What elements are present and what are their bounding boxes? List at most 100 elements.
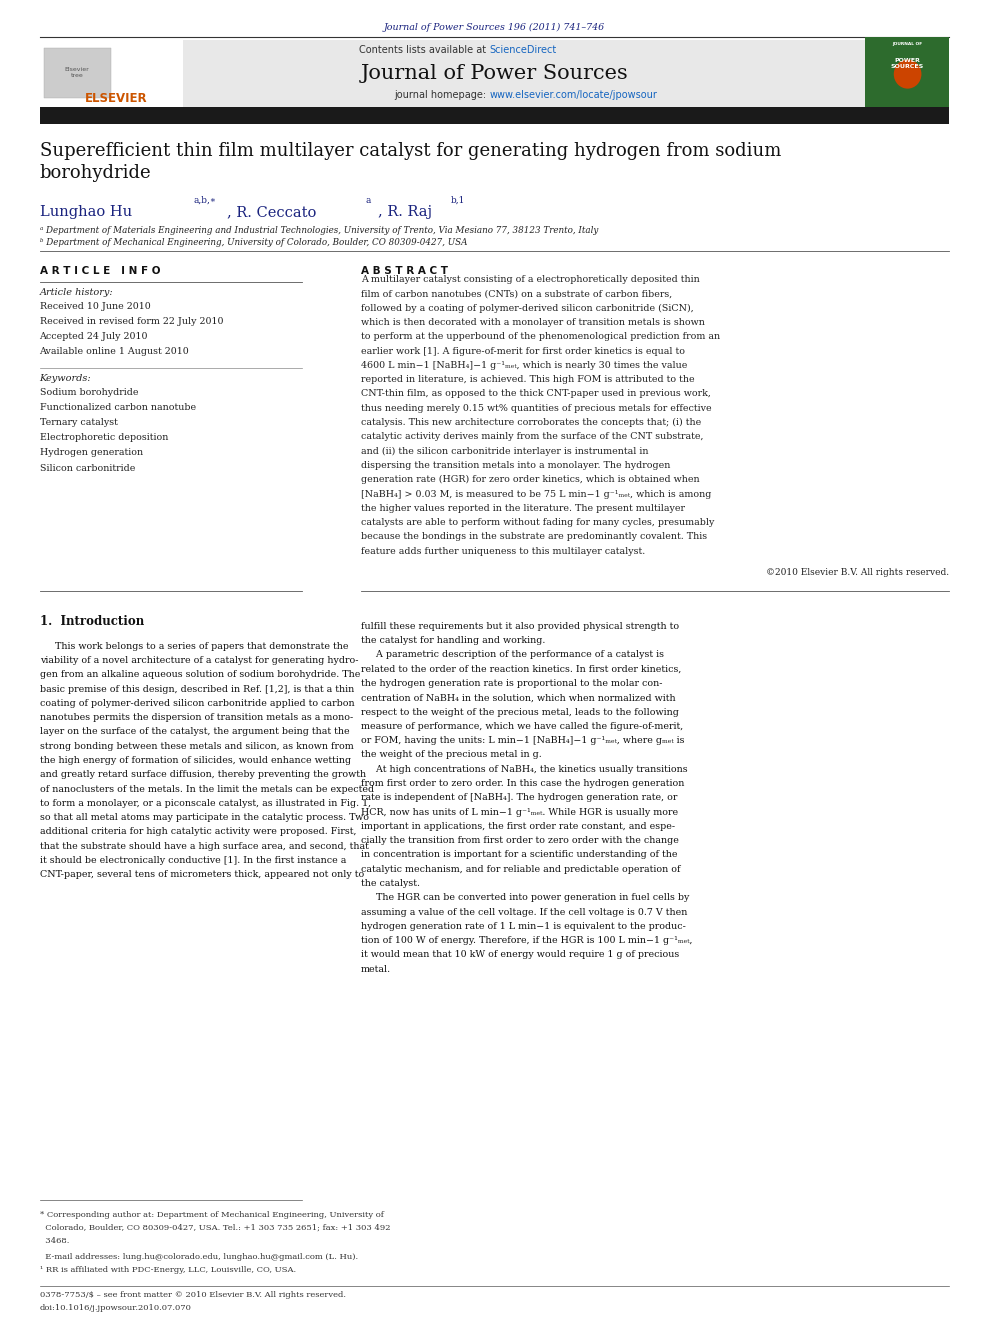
Text: Colorado, Boulder, CO 80309-0427, USA. Tel.: +1 303 735 2651; fax: +1 303 492: Colorado, Boulder, CO 80309-0427, USA. T…: [40, 1224, 390, 1232]
Text: in concentration is important for a scientific understanding of the: in concentration is important for a scie…: [361, 851, 678, 860]
Text: cially the transition from first order to zero order with the change: cially the transition from first order t…: [361, 836, 679, 845]
Text: because the bondings in the substrate are predominantly covalent. This: because the bondings in the substrate ar…: [361, 532, 707, 541]
Text: and greatly retard surface diffusion, thereby preventing the growth: and greatly retard surface diffusion, th…: [40, 770, 366, 779]
Text: assuming a value of the cell voltage. If the cell voltage is 0.7 V then: assuming a value of the cell voltage. If…: [361, 908, 687, 917]
Text: film of carbon nanotubes (CNTs) on a substrate of carbon fibers,: film of carbon nanotubes (CNTs) on a sub…: [361, 290, 673, 299]
Text: basic premise of this design, described in Ref. [1,2], is that a thin: basic premise of this design, described …: [40, 684, 354, 693]
Text: 0378-7753/$ – see front matter © 2010 Elsevier B.V. All rights reserved.: 0378-7753/$ – see front matter © 2010 El…: [40, 1291, 345, 1299]
Text: JOURNAL OF: JOURNAL OF: [893, 42, 923, 46]
Text: additional criteria for high catalytic activity were proposed. First,: additional criteria for high catalytic a…: [40, 827, 356, 836]
Text: Keywords:: Keywords:: [40, 374, 91, 384]
Text: the catalyst.: the catalyst.: [361, 878, 420, 888]
FancyBboxPatch shape: [40, 40, 183, 108]
Text: generation rate (HGR) for zero order kinetics, which is obtained when: generation rate (HGR) for zero order kin…: [361, 475, 699, 484]
Text: it would mean that 10 kW of energy would require 1 g of precious: it would mean that 10 kW of energy would…: [361, 950, 680, 959]
Text: fulfill these requirements but it also provided physical strength to: fulfill these requirements but it also p…: [361, 622, 679, 631]
Text: a: a: [366, 196, 371, 205]
Text: coating of polymer-derived silicon carbonitride applied to carbon: coating of polymer-derived silicon carbo…: [40, 699, 354, 708]
Text: Journal of Power Sources 196 (2011) 741–746: Journal of Power Sources 196 (2011) 741–…: [384, 22, 605, 32]
Text: or FOM, having the units: L min−1 [NaBH₄]−1 g⁻¹ₘₑₜ, where gₘₑₜ is: or FOM, having the units: L min−1 [NaBH₄…: [361, 736, 684, 745]
Text: the higher values reported in the literature. The present multilayer: the higher values reported in the litera…: [361, 504, 684, 513]
Text: the catalyst for handling and working.: the catalyst for handling and working.: [361, 636, 546, 646]
Text: Electrophoretic deposition: Electrophoretic deposition: [40, 434, 168, 442]
Text: 4600 L min−1 [NaBH₄]−1 g⁻¹ₘₑₜ, which is nearly 30 times the value: 4600 L min−1 [NaBH₄]−1 g⁻¹ₘₑₜ, which is …: [361, 361, 687, 370]
Text: CNT-paper, several tens of micrometers thick, appeared not only to: CNT-paper, several tens of micrometers t…: [40, 871, 364, 880]
Text: strong bonding between these metals and silicon, as known from: strong bonding between these metals and …: [40, 742, 353, 750]
Text: centration of NaBH₄ in the solution, which when normalized with: centration of NaBH₄ in the solution, whi…: [361, 693, 676, 703]
Text: gen from an alkaline aqueous solution of sodium borohydride. The: gen from an alkaline aqueous solution of…: [40, 671, 360, 679]
Text: Silicon carbonitride: Silicon carbonitride: [40, 464, 135, 472]
FancyBboxPatch shape: [865, 37, 949, 110]
Text: , R. Raj: , R. Raj: [378, 205, 432, 220]
Text: metal.: metal.: [361, 964, 391, 974]
Text: feature adds further uniqueness to this multilayer catalyst.: feature adds further uniqueness to this …: [361, 546, 645, 556]
FancyBboxPatch shape: [40, 107, 949, 124]
Text: the high energy of formation of silicides, would enhance wetting: the high energy of formation of silicide…: [40, 755, 350, 765]
Text: catalytic activity derives mainly from the surface of the CNT substrate,: catalytic activity derives mainly from t…: [361, 433, 703, 442]
Text: catalytic mechanism, and for reliable and predictable operation of: catalytic mechanism, and for reliable an…: [361, 865, 681, 873]
Text: Journal of Power Sources: Journal of Power Sources: [360, 64, 628, 82]
Text: POWER
SOURCES: POWER SOURCES: [891, 58, 925, 69]
Text: At high concentrations of NaBH₄, the kinetics usually transitions: At high concentrations of NaBH₄, the kin…: [361, 765, 687, 774]
Text: viability of a novel architecture of a catalyst for generating hydro-: viability of a novel architecture of a c…: [40, 656, 358, 665]
Text: from first order to zero order. In this case the hydrogen generation: from first order to zero order. In this …: [361, 779, 684, 789]
Text: ᵇ Department of Mechanical Engineering, University of Colorado, Boulder, CO 8030: ᵇ Department of Mechanical Engineering, …: [40, 238, 467, 247]
Text: which is then decorated with a monolayer of transition metals is shown: which is then decorated with a monolayer…: [361, 318, 704, 327]
Text: dispersing the transition metals into a monolayer. The hydrogen: dispersing the transition metals into a …: [361, 460, 671, 470]
Text: Functionalized carbon nanotube: Functionalized carbon nanotube: [40, 402, 195, 411]
Ellipse shape: [894, 60, 922, 89]
Text: 3468.: 3468.: [40, 1237, 68, 1245]
Text: and (ii) the silicon carbonitride interlayer is instrumental in: and (ii) the silicon carbonitride interl…: [361, 447, 649, 455]
Text: important in applications, the first order rate constant, and espe-: important in applications, the first ord…: [361, 822, 675, 831]
Text: ᵃ Department of Materials Engineering and Industrial Technologies, University of: ᵃ Department of Materials Engineering an…: [40, 226, 598, 235]
Text: This work belongs to a series of papers that demonstrate the: This work belongs to a series of papers …: [40, 642, 348, 651]
Text: the hydrogen generation rate is proportional to the molar con-: the hydrogen generation rate is proporti…: [361, 679, 663, 688]
Text: Superefficient thin film multilayer catalyst for generating hydrogen from sodium: Superefficient thin film multilayer cata…: [40, 142, 781, 181]
Text: rate is independent of [NaBH₄]. The hydrogen generation rate, or: rate is independent of [NaBH₄]. The hydr…: [361, 794, 678, 802]
Text: measure of performance, which we have called the figure-of-merit,: measure of performance, which we have ca…: [361, 722, 683, 730]
Text: nanotubes permits the dispersion of transition metals as a mono-: nanotubes permits the dispersion of tran…: [40, 713, 353, 722]
FancyBboxPatch shape: [40, 40, 949, 108]
Text: journal homepage:: journal homepage:: [394, 90, 489, 101]
Text: Hydrogen generation: Hydrogen generation: [40, 448, 143, 458]
Text: to form a monolayer, or a piconscale catalyst, as illustrated in Fig. 1,: to form a monolayer, or a piconscale cat…: [40, 799, 371, 808]
FancyBboxPatch shape: [44, 48, 111, 98]
Text: The HGR can be converted into power generation in fuel cells by: The HGR can be converted into power gene…: [361, 893, 689, 902]
Text: 1.  Introduction: 1. Introduction: [40, 615, 144, 628]
Text: Accepted 24 July 2010: Accepted 24 July 2010: [40, 332, 148, 341]
Text: A parametric description of the performance of a catalyst is: A parametric description of the performa…: [361, 651, 664, 659]
Text: Received 10 June 2010: Received 10 June 2010: [40, 302, 151, 311]
Text: [NaBH₄] > 0.03 M, is measured to be 75 L min−1 g⁻¹ₘₑₜ, which is among: [NaBH₄] > 0.03 M, is measured to be 75 L…: [361, 490, 711, 499]
Text: Contents lists available at: Contents lists available at: [359, 45, 489, 56]
Text: , R. Ceccato: , R. Ceccato: [227, 205, 316, 220]
Text: A B S T R A C T: A B S T R A C T: [361, 266, 447, 277]
Text: Sodium borohydride: Sodium borohydride: [40, 388, 138, 397]
Text: it should be electronically conductive [1]. In the first instance a: it should be electronically conductive […: [40, 856, 346, 865]
Text: of nanoclusters of the metals. In the limit the metals can be expected: of nanoclusters of the metals. In the li…: [40, 785, 374, 794]
Text: thus needing merely 0.15 wt% quantities of precious metals for effective: thus needing merely 0.15 wt% quantities …: [361, 404, 711, 413]
Text: that the substrate should have a high surface area, and second, that: that the substrate should have a high su…: [40, 841, 368, 851]
Text: A multilayer catalyst consisting of a electrophoretically deposited thin: A multilayer catalyst consisting of a el…: [361, 275, 699, 284]
Text: www.elsevier.com/locate/jpowsour: www.elsevier.com/locate/jpowsour: [489, 90, 658, 101]
Text: respect to the weight of the precious metal, leads to the following: respect to the weight of the precious me…: [361, 708, 679, 717]
Text: the weight of the precious metal in g.: the weight of the precious metal in g.: [361, 750, 542, 759]
Text: earlier work [1]. A figure-of-merit for first order kinetics is equal to: earlier work [1]. A figure-of-merit for …: [361, 347, 684, 356]
Text: * Corresponding author at: Department of Mechanical Engineering, University of: * Corresponding author at: Department of…: [40, 1211, 384, 1218]
Text: A R T I C L E   I N F O: A R T I C L E I N F O: [40, 266, 160, 277]
Text: reported in literature, is achieved. This high FOM is attributed to the: reported in literature, is achieved. Thi…: [361, 376, 694, 384]
Text: doi:10.1016/j.jpowsour.2010.07.070: doi:10.1016/j.jpowsour.2010.07.070: [40, 1304, 191, 1312]
Text: related to the order of the reaction kinetics. In first order kinetics,: related to the order of the reaction kin…: [361, 664, 682, 673]
Text: ScienceDirect: ScienceDirect: [489, 45, 557, 56]
Text: Article history:: Article history:: [40, 288, 113, 298]
Text: Elsevier
tree: Elsevier tree: [64, 67, 89, 78]
Text: ELSEVIER: ELSEVIER: [85, 91, 148, 105]
Text: followed by a coating of polymer-derived silicon carbonitride (SiCN),: followed by a coating of polymer-derived…: [361, 304, 693, 312]
Text: a,b,∗: a,b,∗: [193, 196, 217, 205]
Text: b,1: b,1: [450, 196, 465, 205]
Text: ¹ RR is affiliated with PDC-Energy, LLC, Louisville, CO, USA.: ¹ RR is affiliated with PDC-Energy, LLC,…: [40, 1266, 296, 1274]
Text: so that all metal atoms may participate in the catalytic process. Two: so that all metal atoms may participate …: [40, 814, 369, 822]
Text: ©2010 Elsevier B.V. All rights reserved.: ©2010 Elsevier B.V. All rights reserved.: [766, 568, 949, 577]
Text: Lunghao Hu: Lunghao Hu: [40, 205, 132, 220]
Text: E-mail addresses: lung.hu@colorado.edu, lunghao.hu@gmail.com (L. Hu).: E-mail addresses: lung.hu@colorado.edu, …: [40, 1253, 358, 1261]
Text: Ternary catalyst: Ternary catalyst: [40, 418, 117, 427]
